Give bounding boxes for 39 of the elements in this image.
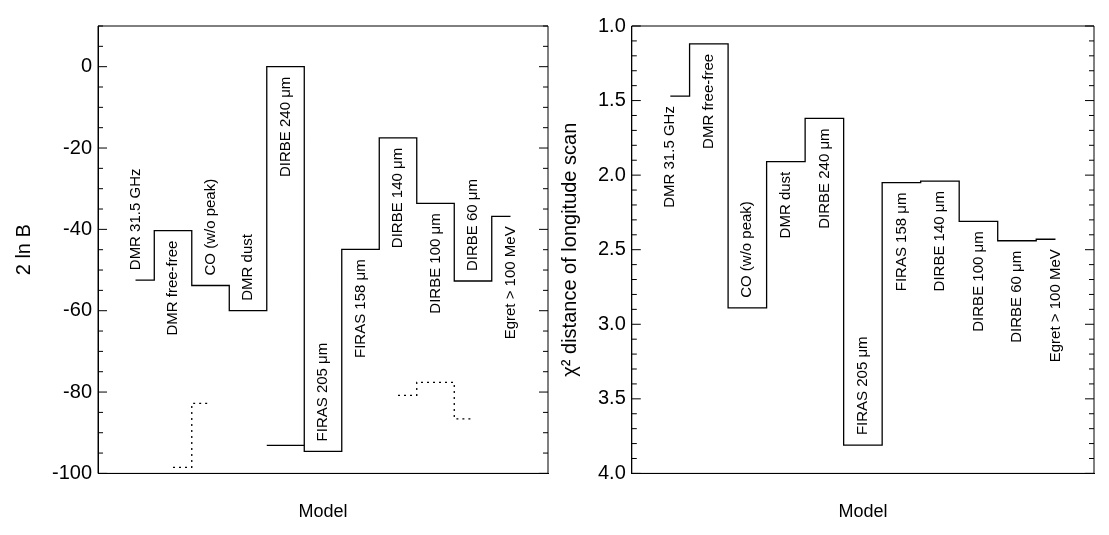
x-tick-label: FIRAS 158 μm <box>891 192 909 292</box>
y-tick-label: 2.5 <box>597 237 626 260</box>
x-tick-label: DMR dust <box>776 170 794 239</box>
x-tick-label: CO (w/o peak) <box>737 201 755 298</box>
x-tick-label: DIRBE 100 μm <box>968 231 986 332</box>
x-axis-title: Model <box>298 501 348 522</box>
x-tick-label: DMR 31.5 GHz <box>125 168 143 271</box>
y-tick-label: -20 <box>63 135 93 158</box>
x-tick-label: DMR 31.5 GHz <box>660 106 678 208</box>
x-axis-title: Model <box>838 501 888 522</box>
x-tick-label: Egret > 100 MeV <box>1045 249 1063 363</box>
y-tick-label: 1.5 <box>597 88 626 111</box>
y-tick-label: 4.0 <box>597 460 626 483</box>
y-tick-label: -60 <box>63 298 93 321</box>
x-tick-label: DIRBE 140 μm <box>388 147 406 249</box>
x-tick-label: DIRBE 240 μm <box>275 76 293 178</box>
y-axis-title: χ² distance of longitude scan <box>557 122 580 377</box>
y-tick-label: 3.5 <box>597 386 626 409</box>
x-tick-label: DIRBE 60 μm <box>463 179 481 272</box>
x-tick-label: DIRBE 240 μm <box>814 128 832 229</box>
y-tick-label: 3.0 <box>597 311 626 334</box>
x-tick-label: DMR free-free <box>698 53 716 149</box>
x-tick-label: Egret > 100 MeV <box>500 226 518 340</box>
x-tick-label: FIRAS 205 μm <box>313 342 331 442</box>
y-tick-label: -40 <box>63 216 93 239</box>
x-tick-label: DIRBE 60 μm <box>1007 250 1025 343</box>
y-tick-label: 2.0 <box>597 162 626 185</box>
x-tick-label: FIRAS 205 μm <box>853 336 871 436</box>
y-axis-title: 2 ln B <box>11 224 34 276</box>
y-tick-label: -100 <box>52 460 93 483</box>
x-tick-label: DIRBE 140 μm <box>930 191 948 292</box>
y-tick-label: 0 <box>80 54 93 77</box>
x-tick-label: CO (w/o peak) <box>200 178 218 276</box>
y-tick-label: -80 <box>63 379 93 402</box>
y-tick-label: 1.0 <box>597 13 626 36</box>
x-tick-label: DIRBE 100 μm <box>425 213 443 314</box>
x-tick-label: FIRAS 158 μm <box>350 259 368 358</box>
x-tick-label: DMR free-free <box>163 240 181 336</box>
x-tick-label: DMR dust <box>238 233 256 301</box>
